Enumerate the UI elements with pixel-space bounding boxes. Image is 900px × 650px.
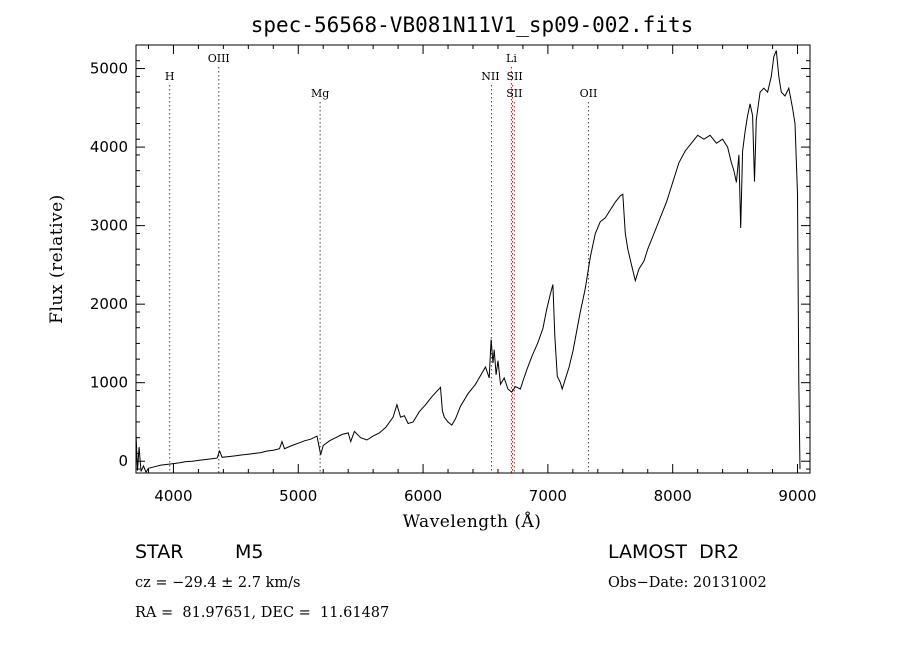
plot-frame	[135, 44, 811, 474]
obs-date: Obs−Date: 20131002	[608, 575, 767, 591]
coordinates-text: RA = 81.97651, DEC = 11.61487	[135, 605, 390, 621]
y-tick-label: 0	[118, 452, 128, 470]
x-tick-label: 8000	[654, 487, 692, 505]
survey-label: LAMOST DR2	[608, 541, 740, 563]
axis-ticks: 4000 5000 6000 7000 8000 9000 0 1000 2000 3000 400…	[90, 44, 817, 505]
spectral-line-label: SII	[506, 87, 522, 100]
spectral-line-label: OII	[580, 87, 598, 100]
object-type: STAR	[135, 541, 184, 563]
subclass: M5	[235, 541, 264, 563]
spectral-line-markers: H OIII Mg NII Li SII SII OII	[165, 52, 597, 473]
spectral-line-label: Mg	[311, 87, 329, 100]
y-tick-label: 4000	[90, 138, 128, 156]
spectral-line-label: Li	[506, 52, 517, 65]
x-tick-label: 7000	[529, 487, 567, 505]
spectral-line-label: NII	[481, 70, 499, 83]
y-tick-label: 1000	[90, 374, 128, 392]
y-axis-label: Flux (relative)	[47, 194, 67, 324]
x-tick-label: 4000	[154, 487, 192, 505]
chart-title: spec-56568-VB081N11V1_sp09-002.fits	[251, 13, 694, 37]
spectrum-line	[135, 50, 801, 474]
x-tick-label: 9000	[778, 487, 816, 505]
velocity-text: cz = −29.4 ± 2.7 km/s	[135, 575, 301, 591]
y-tick-label: 5000	[90, 60, 128, 78]
x-tick-label: 6000	[404, 487, 442, 505]
spectral-line-label: OIII	[208, 52, 230, 65]
x-tick-label: 5000	[279, 487, 317, 505]
y-tick-label: 3000	[90, 217, 128, 235]
x-axis-label: Wavelength (Å)	[403, 511, 542, 532]
y-tick-label: 2000	[90, 295, 128, 313]
spectral-line-label: H	[165, 70, 175, 83]
spectral-line-label: SII	[506, 70, 522, 83]
